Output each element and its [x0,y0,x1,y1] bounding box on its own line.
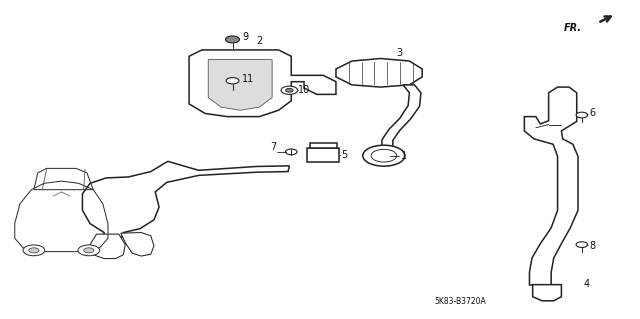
Text: 6: 6 [589,108,596,118]
Circle shape [29,248,39,253]
Text: 4: 4 [583,279,589,289]
Text: 3: 3 [397,48,403,58]
Circle shape [84,248,94,253]
Text: 5: 5 [341,150,348,160]
Text: 2: 2 [256,36,262,46]
Text: 10: 10 [298,85,310,95]
Polygon shape [336,58,422,87]
Circle shape [226,78,239,84]
Polygon shape [532,285,561,301]
Text: 9: 9 [242,32,248,42]
Text: 8: 8 [589,241,596,251]
Circle shape [363,145,405,166]
Polygon shape [382,85,421,148]
Polygon shape [208,59,272,110]
Circle shape [576,112,588,118]
Circle shape [576,242,588,248]
Polygon shape [524,87,578,285]
Circle shape [78,245,100,256]
Circle shape [285,88,293,92]
FancyBboxPatch shape [310,143,337,148]
Text: 5K83-B3720A: 5K83-B3720A [435,297,486,306]
Circle shape [285,149,297,155]
Text: 7: 7 [270,142,276,152]
Circle shape [371,149,397,162]
Text: 1: 1 [401,151,407,161]
Circle shape [281,86,298,94]
Text: FR.: FR. [564,23,582,33]
FancyBboxPatch shape [307,148,339,162]
Text: 11: 11 [242,74,254,85]
Circle shape [23,245,45,256]
Polygon shape [90,234,125,259]
Circle shape [225,36,239,43]
Polygon shape [83,161,289,252]
Polygon shape [189,50,336,117]
Polygon shape [121,233,154,256]
